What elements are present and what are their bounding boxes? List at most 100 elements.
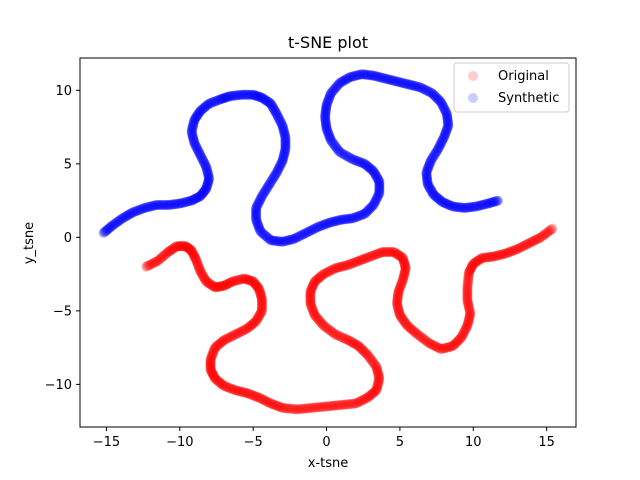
- data-point: [256, 303, 267, 314]
- data-point: [280, 143, 291, 154]
- data-point: [521, 239, 532, 250]
- data-point: [305, 287, 316, 298]
- data-point: [231, 328, 242, 339]
- data-point: [394, 285, 405, 296]
- data-point: [493, 250, 504, 261]
- data-point: [186, 125, 197, 136]
- data-point: [316, 270, 327, 281]
- data-point: [393, 286, 404, 297]
- data-point: [362, 392, 373, 403]
- data-point: [372, 367, 383, 378]
- data-point: [262, 96, 273, 107]
- data-point: [256, 92, 267, 103]
- data-point: [254, 311, 265, 322]
- data-point: [111, 217, 122, 228]
- data-point: [242, 322, 253, 333]
- data-point: [218, 280, 229, 291]
- data-point: [155, 253, 166, 264]
- data-point: [367, 388, 378, 399]
- data-point: [255, 308, 266, 319]
- data-point: [361, 253, 372, 264]
- data-point: [367, 250, 378, 261]
- data-point: [199, 102, 210, 113]
- data-point: [119, 211, 130, 222]
- data-point: [244, 89, 255, 100]
- data-point: [254, 393, 265, 404]
- data-point: [238, 325, 249, 336]
- data-point: [206, 365, 217, 376]
- data-point: [453, 335, 464, 346]
- data-point: [312, 402, 323, 413]
- data-point: [249, 390, 259, 401]
- data-point: [331, 329, 342, 340]
- data-point: [396, 278, 407, 289]
- data-point: [207, 350, 218, 361]
- data-point: [286, 403, 297, 414]
- data-point: [221, 92, 232, 103]
- data-point: [503, 247, 514, 258]
- data-point: [249, 317, 260, 328]
- data-point: [340, 260, 351, 271]
- data-point: [311, 311, 322, 322]
- data-point: [197, 155, 208, 166]
- data-point: [235, 89, 246, 100]
- data-point: [220, 279, 231, 290]
- data-point: [245, 89, 256, 100]
- data-point: [363, 351, 374, 362]
- data-point: [400, 262, 411, 273]
- data-point: [197, 103, 208, 114]
- data-point: [360, 253, 371, 264]
- data-point: [492, 250, 503, 261]
- data-point: [190, 140, 201, 151]
- data-point: [393, 288, 404, 299]
- data-point: [355, 396, 366, 407]
- data-point: [153, 200, 164, 211]
- data-point: [305, 298, 316, 309]
- data-point: [368, 387, 379, 398]
- data-point: [278, 126, 289, 137]
- data-point: [317, 319, 328, 330]
- data-point: [494, 250, 505, 260]
- data-point: [189, 250, 200, 261]
- data-point: [364, 352, 375, 363]
- data-point: [371, 361, 382, 372]
- data-point: [239, 89, 250, 100]
- data-point: [367, 388, 378, 399]
- data-point: [262, 396, 273, 407]
- data-point: [314, 272, 325, 283]
- data-point: [271, 108, 282, 119]
- data-point: [114, 215, 125, 226]
- data-point: [280, 133, 291, 144]
- data-point: [392, 294, 403, 305]
- data-point: [143, 201, 154, 212]
- data-point: [201, 182, 212, 193]
- data-point: [194, 147, 205, 158]
- data-point: [463, 300, 474, 311]
- data-point: [280, 137, 291, 148]
- data-point: [116, 214, 127, 225]
- data-point: [256, 305, 267, 316]
- data-point: [357, 344, 368, 355]
- data-point: [298, 403, 309, 414]
- data-point: [305, 290, 316, 301]
- data-point: [464, 305, 475, 316]
- data-point: [278, 152, 289, 163]
- data-point: [202, 177, 213, 188]
- data-point: [529, 235, 540, 246]
- data-point: [513, 243, 524, 254]
- data-point: [113, 216, 124, 227]
- data-point: [322, 323, 333, 334]
- data-point: [249, 278, 260, 289]
- data-point: [182, 196, 193, 207]
- data-point: [516, 242, 527, 253]
- data-point: [309, 309, 320, 320]
- data-point: [503, 247, 514, 258]
- data-point: [236, 386, 247, 397]
- data-point: [456, 331, 467, 342]
- data-point: [254, 309, 265, 320]
- data-point: [260, 395, 271, 406]
- data-point: [195, 150, 206, 161]
- data-point: [237, 89, 248, 100]
- data-point: [354, 396, 365, 407]
- data-point: [187, 132, 198, 143]
